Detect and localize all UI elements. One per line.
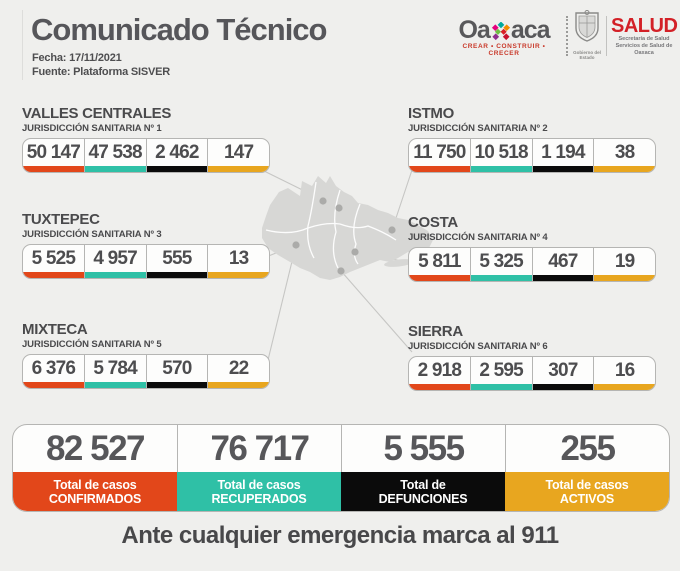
- header-divider: [22, 10, 23, 80]
- region-data-table: 5 525 4 957 555 13: [22, 244, 270, 279]
- cell-confirmed: 11 750: [409, 139, 470, 172]
- total-confirmed-label: Total de casos CONFIRMADOS: [13, 472, 177, 511]
- region-tuxtepec: TUXTEPEC JURISDICCIÓN SANITARIA Nº 3 5 5…: [22, 212, 270, 279]
- cell-deaths: 467: [531, 248, 594, 281]
- page-title: Comunicado Técnico: [31, 12, 327, 47]
- cell-recovered: 4 957: [83, 245, 146, 278]
- salud-wordmark: SALUD: [611, 15, 678, 37]
- region-costa: COSTA JURISDICCIÓN SANITARIA Nº 4 5 811 …: [408, 215, 656, 282]
- cell-deaths: 307: [531, 357, 594, 390]
- region-istmo: ISTMO JURISDICCIÓN SANITARIA Nº 2 11 750…: [408, 106, 656, 173]
- region-jurisdiction: JURISDICCIÓN SANITARIA Nº 1: [22, 123, 162, 134]
- cell-confirmed: 5 525: [23, 245, 84, 278]
- logo-dotted-divider: [566, 16, 568, 56]
- totals-summary-bar: 82 527 Total de casos CONFIRMADOS 76 717 …: [12, 424, 670, 512]
- state-crest-logo: Gobierno del Estado: [572, 10, 602, 60]
- region-name: SIERRA: [408, 323, 463, 340]
- cell-confirmed: 6 376: [23, 355, 84, 388]
- crest-shield-icon: [575, 10, 599, 42]
- region-mixteca: MIXTECA JURISDICCIÓN SANITARIA Nº 5 6 37…: [22, 322, 270, 389]
- map-shape: [262, 176, 433, 280]
- total-deaths-label: Total de DEFUNCIONES: [341, 472, 505, 511]
- logo-line-divider: [606, 16, 607, 56]
- cell-active: 147: [207, 139, 269, 172]
- map-location-dots: [292, 197, 396, 275]
- cell-deaths: 570: [145, 355, 208, 388]
- cell-deaths: 2 462: [145, 139, 208, 172]
- region-name: ISTMO: [408, 105, 454, 122]
- crest-caption: Gobierno del Estado: [573, 50, 601, 60]
- region-jurisdiction: JURISDICCIÓN SANITARIA Nº 4: [408, 232, 548, 243]
- total-card-recovered: 76 717 Total de casos RECUPERADOS: [177, 425, 341, 511]
- region-valles-centrales: VALLES CENTRALES JURISDICCIÓN SANITARIA …: [22, 106, 270, 173]
- total-card-active: 255 Total de casos ACTIVOS: [505, 425, 669, 511]
- region-name: VALLES CENTRALES: [22, 105, 172, 122]
- salud-subtitle-2: Servicios de Salud de Oaxaca: [615, 43, 673, 56]
- salud-subtitle-1: Secretaría de Salud: [618, 36, 670, 42]
- region-sierra: SIERRA JURISDICCIÓN SANITARIA Nº 6 2 918…: [408, 324, 656, 391]
- region-name: TUXTEPEC: [22, 211, 100, 228]
- total-confirmed-value: 82 527: [45, 428, 146, 468]
- oaxaca-tagline: CREAR • CONSTRUIR • CRECER: [462, 43, 546, 57]
- cell-confirmed: 2 918: [409, 357, 470, 390]
- total-active-value: 255: [505, 425, 669, 472]
- cell-active: 22: [207, 355, 269, 388]
- total-recovered-value: 76 717: [177, 425, 341, 472]
- region-data-table: 5 811 5 325 467 19: [408, 247, 656, 282]
- region-data-table: 50 147 47 538 2 462 147: [22, 138, 270, 173]
- region-data-table: 6 376 5 784 570 22: [22, 354, 270, 389]
- region-jurisdiction: JURISDICCIÓN SANITARIA Nº 6: [408, 341, 548, 352]
- cell-active: 16: [593, 357, 655, 390]
- region-jurisdiction: JURISDICCIÓN SANITARIA Nº 3: [22, 229, 162, 240]
- oaxaca-wordmark: Oa aca: [448, 16, 560, 44]
- emergency-notice: Ante cualquier emergencia marca al 911: [121, 522, 559, 549]
- region-name: MIXTECA: [22, 321, 88, 338]
- cell-confirmed: 50 147: [23, 139, 84, 172]
- total-card-confirmed: 82 527 Total de casos CONFIRMADOS: [13, 425, 177, 511]
- region-jurisdiction: JURISDICCIÓN SANITARIA Nº 5: [22, 339, 162, 350]
- cell-recovered: 47 538: [83, 139, 146, 172]
- region-data-table: 2 918 2 595 307 16: [408, 356, 656, 391]
- cell-deaths: 555: [145, 245, 208, 278]
- region-jurisdiction: JURISDICCIÓN SANITARIA Nº 2: [408, 123, 548, 134]
- cell-deaths: 1 194: [531, 139, 594, 172]
- date-line: Fecha: 17/11/2021: [32, 52, 122, 64]
- cell-active: 19: [593, 248, 655, 281]
- cell-recovered: 5 784: [83, 355, 146, 388]
- oaxaca-wordmark-post: aca: [510, 16, 551, 44]
- source-line: Fuente: Plataforma SISVER: [32, 66, 171, 78]
- cell-recovered: 5 325: [469, 248, 532, 281]
- cell-confirmed: 5 811: [409, 248, 470, 281]
- region-data-table: 11 750 10 518 1 194 38: [408, 138, 656, 173]
- total-card-deaths: 5 555 Total de DEFUNCIONES: [341, 425, 505, 511]
- total-active-label: Total de casos ACTIVOS: [505, 472, 669, 511]
- cell-recovered: 2 595: [469, 357, 532, 390]
- oaxaca-logo: Oa aca CREAR • CONSTRUIR • CRECER: [448, 16, 560, 58]
- cell-recovered: 10 518: [469, 139, 532, 172]
- cell-active: 13: [207, 245, 269, 278]
- total-recovered-label: Total de casos RECUPERADOS: [177, 472, 341, 511]
- oaxaca-pinwheel-icon: [491, 20, 510, 40]
- region-name: COSTA: [408, 214, 458, 231]
- cell-active: 38: [593, 139, 655, 172]
- oaxaca-wordmark-pre: Oa: [458, 16, 490, 44]
- salud-logo: SALUD Secretaría de Salud Servicios de S…: [611, 15, 678, 57]
- total-deaths-value: 5 555: [341, 425, 505, 472]
